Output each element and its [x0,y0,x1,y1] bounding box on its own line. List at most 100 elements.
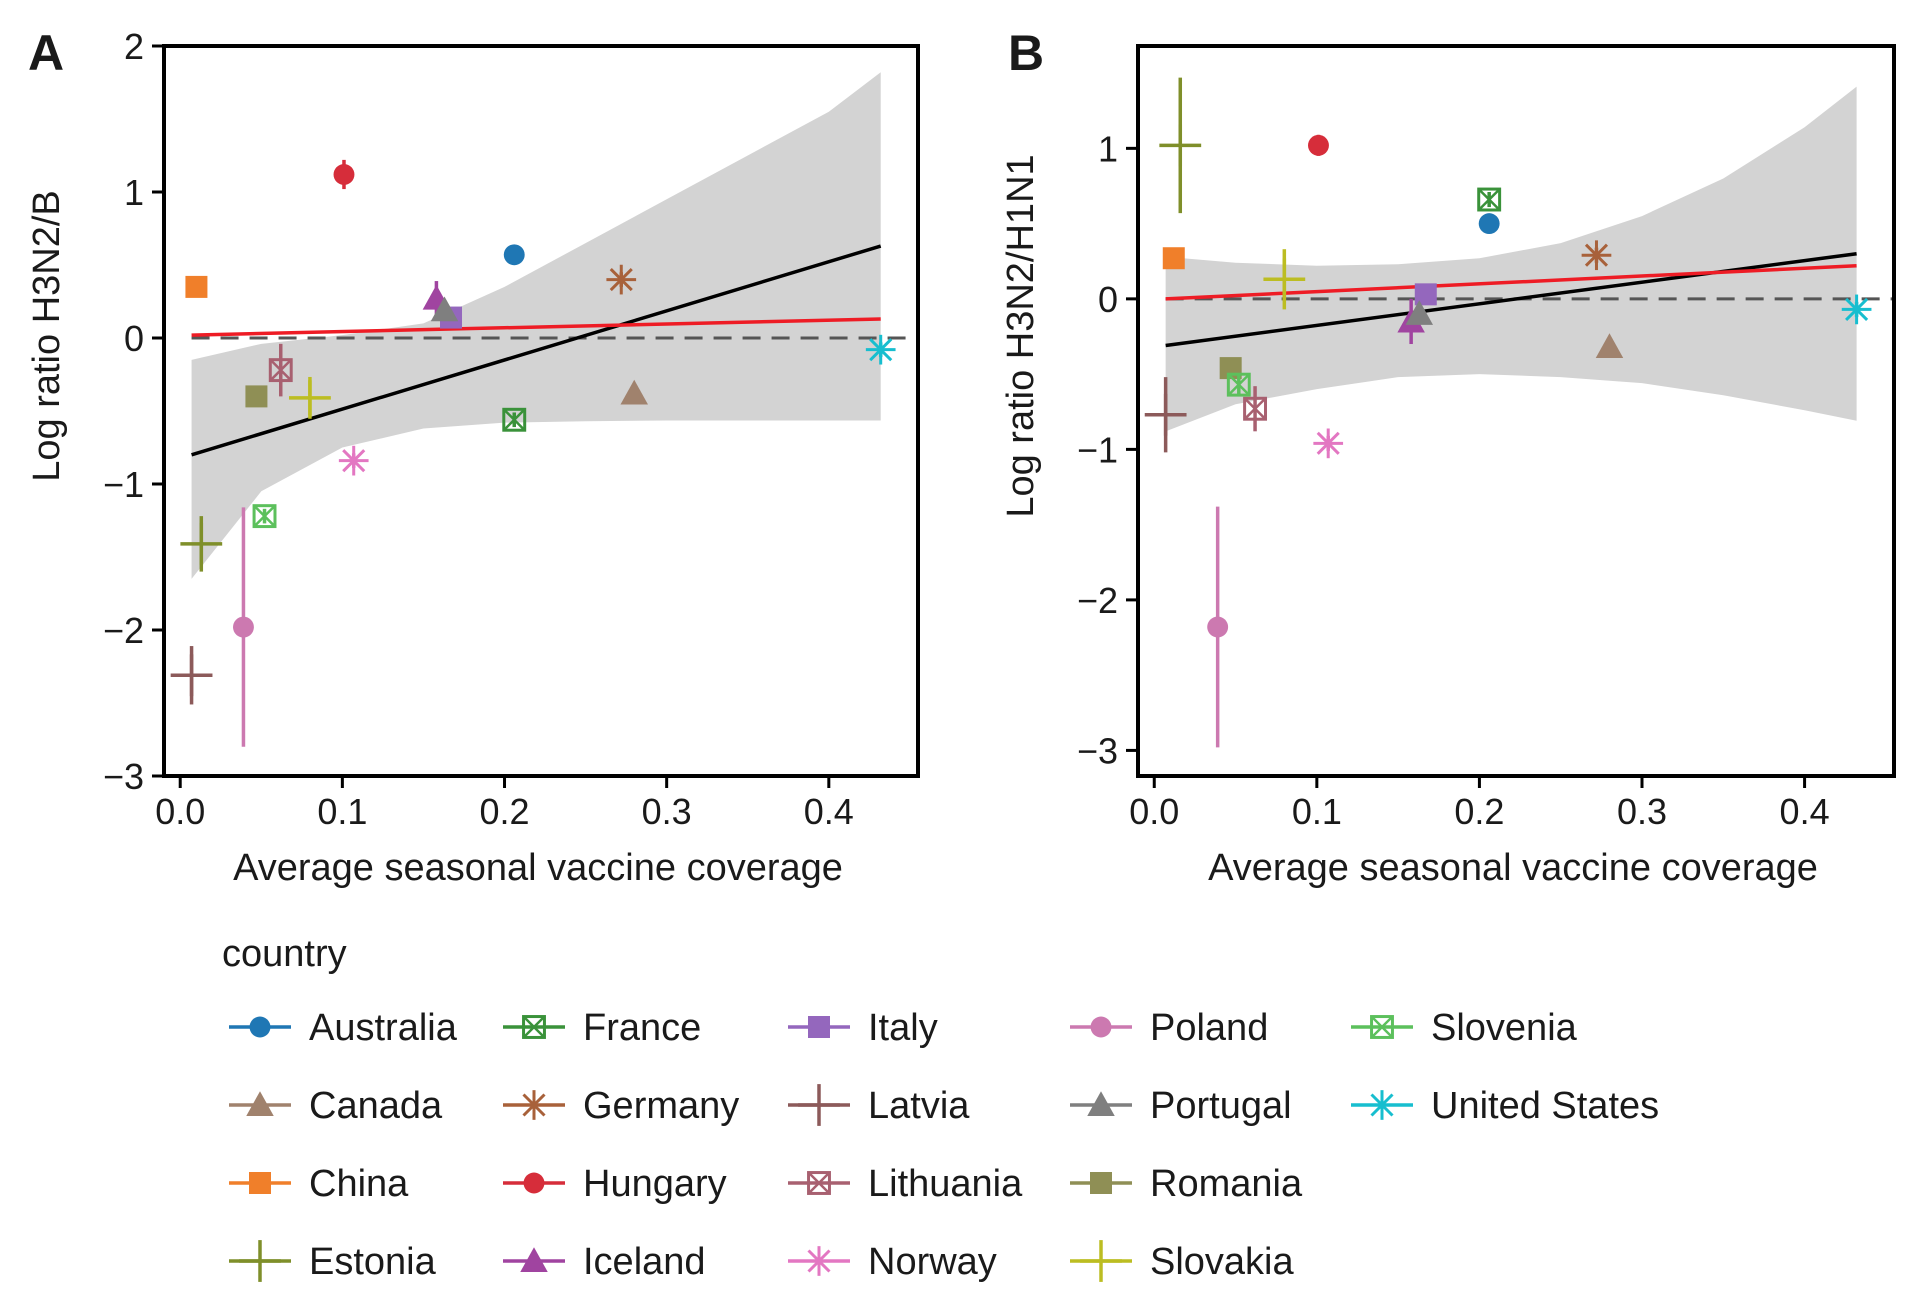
panel-a-marker-estonia [180,522,223,565]
panel-b-ytick-label: 1 [1098,128,1118,169]
panel-b-point-china [1162,247,1185,270]
panel-b-ytick-label: −3 [1077,730,1118,771]
legend-marker-france [522,1015,546,1039]
panel-b-plot-area [1144,77,1894,748]
panel-b-marker-lithuania [1243,396,1268,421]
panel-b-point-germany [1581,240,1612,271]
panel-a-point-latvia [170,646,213,705]
panel-b-xtick-label: 0.0 [1129,791,1179,832]
panel-a-marker-china [185,275,208,298]
panel-b-point-norway [1313,428,1344,459]
panel-b-point-slovakia [1263,249,1306,310]
panel-b-xtick-label: 0.4 [1780,791,1830,832]
panel-a-xtick-label: 0.0 [155,791,205,832]
panel-a-marker-united-states [865,334,896,365]
legend-marker-slovakia [1080,1240,1122,1282]
panel-b-point-portugal [1405,300,1434,325]
panel-a-xtick-label: 0.3 [642,791,692,832]
panel-a: A 0.0 0.1 0.2 0.3 0.4 −3 −2 −1 0 1 2 Average seaso… [26,25,920,889]
panel-b-ci-band [1165,86,1857,432]
panel-b-point-latvia [1144,377,1187,453]
panel-a-point-estonia [180,516,223,572]
panel-a-marker-hungary [333,164,355,185]
panel-b-point-united-states [1841,294,1872,325]
panel-b-marker-portugal [1405,300,1434,325]
panel-a-fit-line-black [191,244,882,457]
panel-b-marker-italy [1414,283,1437,306]
panel-b-marker-norway [1313,428,1344,459]
legend-item-china: China [229,1163,409,1205]
legend-label: Canada [309,1085,443,1127]
panel-a-ytick-label: −3 [103,756,144,797]
panel-b-marker-canada [1595,333,1624,359]
panel-a-point-poland [233,507,254,747]
legend-marker-china [249,1172,271,1194]
legend-item-iceland: Iceland [503,1241,706,1283]
panel-a-fit-line-red [191,317,881,337]
panel-a-point-norway [338,445,369,476]
legend-marker-romania [1090,1172,1112,1194]
legend-item-hungary: Hungary [503,1163,727,1205]
legend-label: United States [1431,1085,1659,1127]
panel-b-marker-estonia [1159,124,1202,167]
legend-marker-united-states [1367,1090,1397,1120]
panel-b-ylabel: Log ratio H3N2/H1N1 [1000,154,1042,517]
legend-item-italy: Italy [788,1007,938,1049]
panel-b-point-canada [1595,333,1624,359]
panel-b-marker-china [1162,247,1185,270]
legend-label: Poland [1150,1007,1268,1049]
legend-item-united-states: United States [1351,1085,1659,1127]
panel-b-marker-slovakia [1263,258,1306,301]
legend-label: Norway [868,1241,997,1283]
legend-item-france: France [503,1007,701,1049]
panel-a-plot-area [170,72,918,747]
panel-a-marker-latvia [170,654,213,697]
panel-a-marker-romania [245,385,268,408]
legend-marker-estonia [239,1240,281,1282]
panel-a-xtick-label: 0.1 [317,791,367,832]
panel-a-point-france [502,407,527,432]
legend-label: Slovenia [1431,1007,1578,1049]
panel-a-marker-germany [606,264,637,295]
panel-b-marker-hungary [1308,134,1329,156]
legend-marker-portugal [1087,1091,1115,1116]
panel-a-xlabel: Average seasonal vaccine coverage [233,847,843,889]
panel-a-marker-australia [503,244,525,266]
legend-marker-hungary [523,1172,545,1194]
panel-b-fit-line-black [1165,251,1857,348]
panel-b-point-slovenia [1226,372,1251,397]
panel-a-marker-lithuania [268,358,293,383]
panel-b-point-france [1477,187,1502,212]
legend-item-norway: Norway [788,1241,997,1283]
panel-a-point-united-states [865,334,896,365]
panel-a-marker-poland [233,616,254,638]
panel-a-point-slovakia [289,376,331,419]
panel-b-marker-france [1477,187,1502,212]
panel-a-ytick-label: −1 [103,464,144,505]
panel-b-point-lithuania [1243,386,1268,432]
panel-b-frame [1136,44,1896,778]
panel-a-ylabel: Log ratio H3N2/B [26,190,68,482]
legend-label: Estonia [309,1241,437,1283]
panel-a-xtick-label: 0.4 [804,791,854,832]
panel-b-ytick-label: 0 [1098,279,1118,320]
legend-marker-slovenia [1370,1015,1394,1039]
panel-b-xlabel: Average seasonal vaccine coverage [1208,847,1818,889]
legend-label: Lithuania [868,1163,1023,1205]
legend-item-latvia: Latvia [788,1084,970,1127]
panel-b-point-australia [1478,213,1500,235]
panel-a-point-canada [620,379,648,405]
legend-item-australia: Australia [229,1007,458,1049]
legend-item-romania: Romania [1070,1163,1303,1205]
panel-b-label: B [1008,25,1044,81]
panel-b-xtick-label: 0.2 [1454,791,1504,832]
panel-a-ytick-label: −2 [103,610,144,651]
legend-label: France [583,1007,701,1049]
legend-marker-iceland [520,1247,548,1272]
legend-title: country [222,933,347,975]
legend: country Australia Canada China Estonia Franc… [222,933,1659,1283]
panel-a-point-china [185,275,208,298]
panel-b-marker-latvia [1144,393,1187,436]
panel-b-ytick-label: −2 [1077,580,1118,621]
panel-a-marker-canada [620,379,648,405]
